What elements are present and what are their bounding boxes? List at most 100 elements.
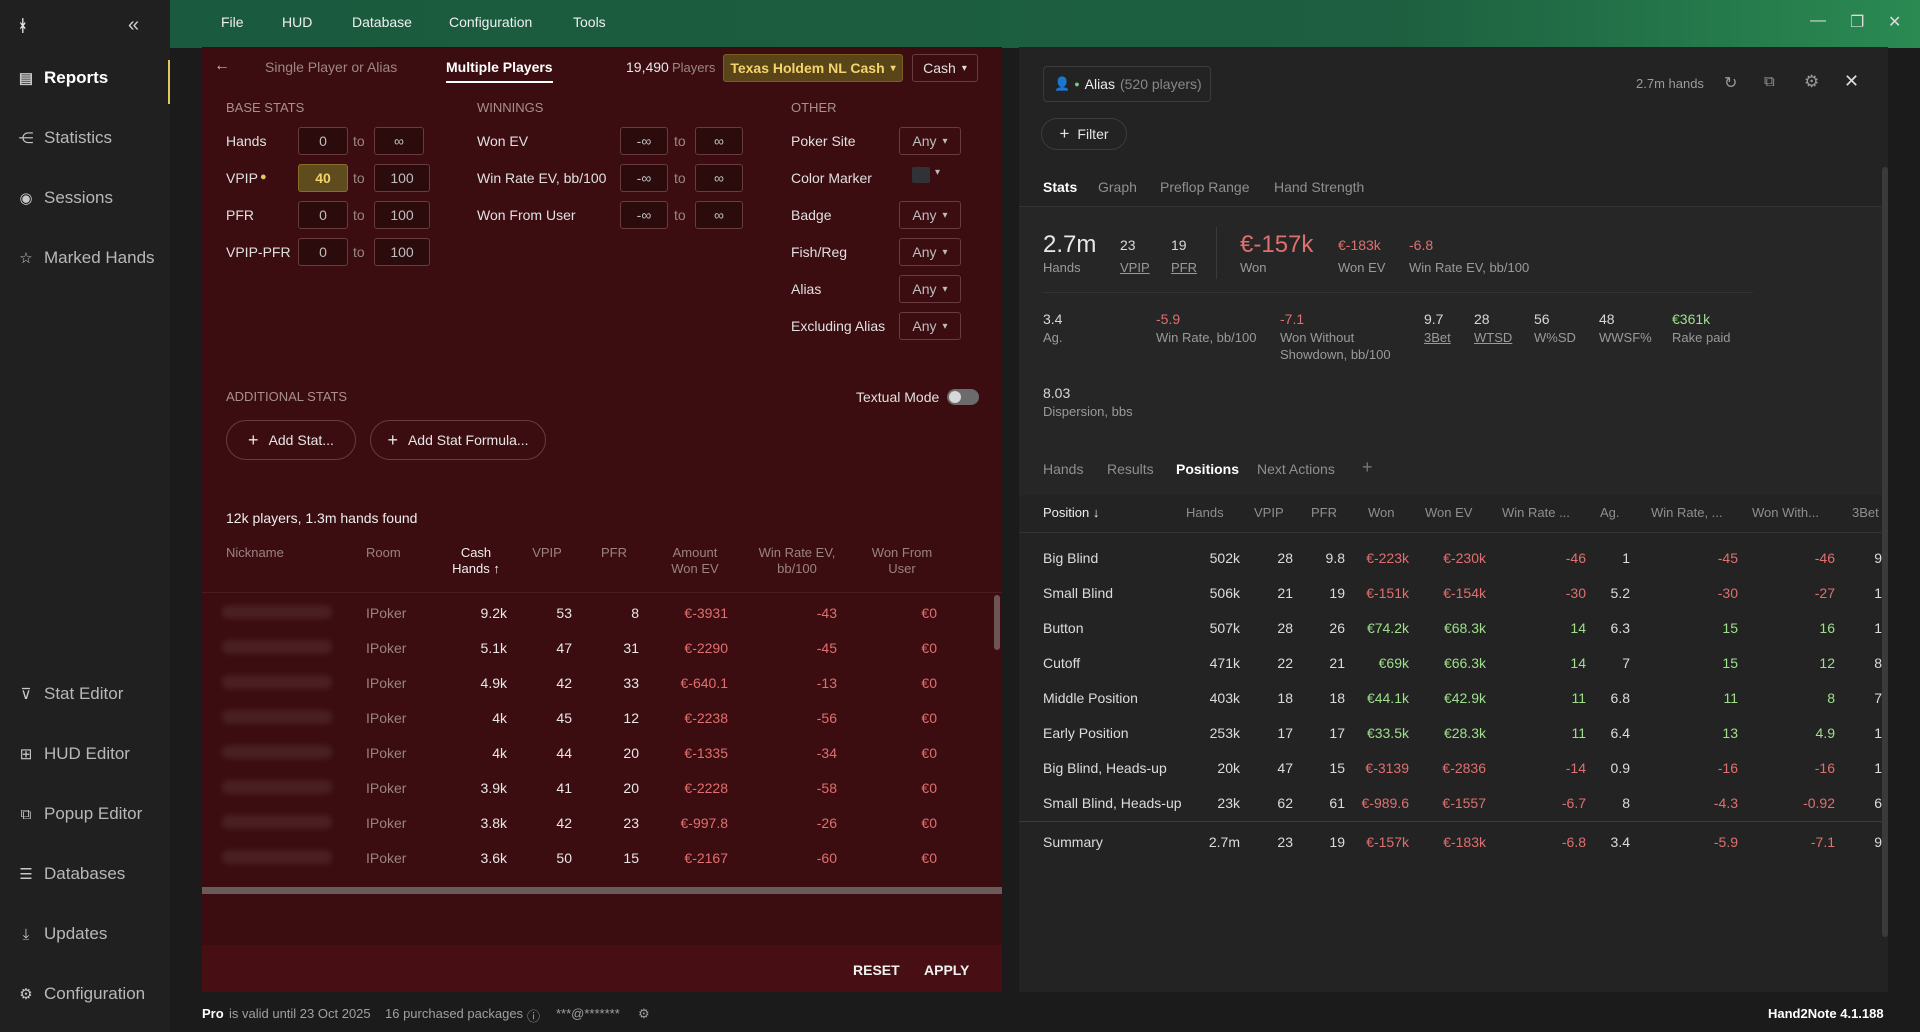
table-row[interactable]: IPoker 4.9k 42 33 €-640.1 -13 €0 <box>202 665 992 700</box>
col-room[interactable]: Room <box>366 545 401 560</box>
won-from-user-from-input[interactable]: -∞ <box>620 201 668 229</box>
apply-button[interactable]: APPLY <box>924 962 970 978</box>
type-select[interactable]: Cash ▾ <box>912 54 978 82</box>
game-select[interactable]: Texas Holdem NL Cash ▾ <box>723 54 903 82</box>
col-win-rate-ev[interactable]: Win Rate EV, bb/100 <box>758 545 836 576</box>
table-row[interactable]: IPoker 4k 44 20 €-1335 -34 €0 <box>202 735 992 770</box>
table-row[interactable]: IPoker 3.9k 41 20 €-2228 -58 €0 <box>202 770 992 805</box>
vpip-from-input[interactable]: 40 <box>298 164 348 192</box>
menu-file[interactable]: File <box>221 14 244 30</box>
col-cash-hands[interactable]: Cash Hands ↑ <box>452 545 500 576</box>
stat-pfr-caption[interactable]: PFR <box>1171 260 1197 275</box>
positions-row[interactable]: Button 507k 28 26 €74.2k €68.3k 14 6.3 15 16 1 <box>1019 610 1888 645</box>
positions-row[interactable]: Small Blind 506k 21 19 €-151k €-154k -30 5.2 -30… <box>1019 575 1888 610</box>
table-row[interactable]: IPoker 3.8k 42 23 €-997.8 -26 €0 <box>202 805 992 840</box>
sidebar-item-marked-hands[interactable]: ☆ Marked Hands <box>0 238 170 278</box>
poker-site-select[interactable]: Any ▾ <box>899 127 961 155</box>
stat-vpip-caption[interactable]: VPIP <box>1120 260 1150 275</box>
subtab-positions[interactable]: Positions <box>1176 461 1240 477</box>
textual-mode-toggle[interactable] <box>947 389 979 405</box>
back-arrow-icon[interactable]: ← <box>214 57 230 74</box>
tab-preflop-range[interactable]: Preflop Range <box>1160 179 1250 195</box>
positions-row[interactable]: Middle Position 403k 18 18 €44.1k €42.9k 11 6.8… <box>1019 680 1888 715</box>
horizontal-scrollbar[interactable] <box>202 887 1002 894</box>
vpip-pfr-from-input[interactable]: 0 <box>298 238 348 266</box>
refresh-icon[interactable]: ↻ <box>1724 75 1738 92</box>
win-rate-ev-to-input[interactable]: ∞ <box>695 164 743 192</box>
collapse-sidebar-icon[interactable]: « <box>128 14 140 36</box>
tab-hand-strength[interactable]: Hand Strength <box>1274 179 1365 195</box>
fish-reg-select[interactable]: Any ▾ <box>899 238 961 266</box>
menu-hud[interactable]: HUD <box>282 14 313 30</box>
won-ev-from-input[interactable]: -∞ <box>620 127 668 155</box>
vpip-pfr-to-input[interactable]: 100 <box>374 238 430 266</box>
hands-from-input[interactable]: 0 <box>298 127 348 155</box>
subtab-results[interactable]: Results <box>1107 461 1154 477</box>
tab-graph[interactable]: Graph <box>1098 179 1137 195</box>
col-vpip[interactable]: VPIP <box>532 545 562 560</box>
sidebar-item-stat-editor[interactable]: ⊽ Stat Editor <box>0 674 170 714</box>
vpip-to-input[interactable]: 100 <box>374 164 430 192</box>
positions-row[interactable]: Cutoff 471k 22 21 €69k €66.3k 14 7 15 12 8 <box>1019 645 1888 680</box>
sidebar-item-popup-editor[interactable]: ⧉ Popup Editor <box>0 794 170 834</box>
add-stat-formula-button[interactable]: + Add Stat Formula... <box>370 420 546 460</box>
settings-icon[interactable]: ⚙ <box>1804 72 1820 91</box>
col-pos-won-ev[interactable]: Won EV <box>1425 505 1473 520</box>
col-nickname[interactable]: Nickname <box>226 545 284 560</box>
reset-button[interactable]: RESET <box>853 962 900 978</box>
col-pos-won-without[interactable]: Won With... <box>1752 505 1819 520</box>
col-pos-pfr[interactable]: PFR <box>1311 505 1337 520</box>
stat-3bet-caption[interactable]: 3Bet <box>1424 330 1451 345</box>
win-rate-ev-from-input[interactable]: -∞ <box>620 164 668 192</box>
sidebar-item-configuration[interactable]: ⚙ Configuration <box>0 974 170 1014</box>
tab-multiple-players[interactable]: Multiple Players <box>446 59 553 83</box>
sidebar-item-databases[interactable]: ☰ Databases <box>0 854 170 894</box>
minimize-icon[interactable]: — <box>1810 12 1826 29</box>
excluding-alias-select[interactable]: Any ▾ <box>899 312 961 340</box>
table-scrollbar[interactable] <box>994 595 1000 650</box>
alias-select[interactable]: Any ▾ <box>899 275 961 303</box>
menu-configuration[interactable]: Configuration <box>449 14 533 30</box>
color-marker-swatch[interactable] <box>912 167 930 183</box>
sidebar-item-statistics[interactable]: ⋲ Statistics <box>0 118 170 158</box>
positions-row[interactable]: Big Blind, Heads-up 20k 47 15 €-3139 €-2836 -1… <box>1019 750 1888 785</box>
table-row[interactable]: IPoker 5.1k 47 31 €-2290 -45 €0 <box>202 630 992 665</box>
popout-icon[interactable]: ⧉ <box>1764 73 1775 90</box>
col-pos-hands[interactable]: Hands <box>1186 505 1224 520</box>
col-position[interactable]: Position ↓ <box>1043 505 1100 520</box>
badge-select[interactable]: Any ▾ <box>899 201 961 229</box>
stat-wtsd-caption[interactable]: WTSD <box>1474 330 1513 345</box>
alias-selector[interactable]: 👤 ● Alias (520 players) <box>1043 66 1211 102</box>
col-amount-won-ev[interactable]: Amount Won EV <box>671 545 719 576</box>
col-pos-3bet[interactable]: 3Bet <box>1852 505 1879 520</box>
pfr-to-input[interactable]: 100 <box>374 201 430 229</box>
subtab-hands[interactable]: Hands <box>1043 461 1084 477</box>
col-pos-vpip[interactable]: VPIP <box>1254 505 1284 520</box>
sidebar-item-reports[interactable]: ▤ Reports <box>0 58 170 104</box>
positions-summary-row[interactable]: Summary 2.7m 23 19 €-157k €-183k -6.8 3.4 -5.9 -7… <box>1019 821 1888 859</box>
won-from-user-to-input[interactable]: ∞ <box>695 201 743 229</box>
won-ev-to-input[interactable]: ∞ <box>695 127 743 155</box>
col-pos-ag[interactable]: Ag. <box>1600 505 1620 520</box>
col-won-from-user[interactable]: Won From User <box>871 545 933 576</box>
table-row[interactable]: IPoker 4k 45 12 €-2238 -56 €0 <box>202 700 992 735</box>
col-pos-won[interactable]: Won <box>1368 505 1395 520</box>
sidebar-item-sessions[interactable]: ◉ Sessions <box>0 178 170 218</box>
col-pfr[interactable]: PFR <box>601 545 627 560</box>
filter-button[interactable]: + Filter <box>1041 118 1127 150</box>
positions-row[interactable]: Small Blind, Heads-up 23k 62 61 €-989.6 €-155… <box>1019 785 1888 820</box>
panel-scrollbar[interactable] <box>1882 167 1888 937</box>
table-row[interactable]: IPoker 3.6k 50 15 €-2167 -60 €0 <box>202 840 992 875</box>
hands-to-input[interactable]: ∞ <box>374 127 424 155</box>
col-pos-win-rate-ev[interactable]: Win Rate ... <box>1502 505 1570 520</box>
col-pos-win-rate[interactable]: Win Rate, ... <box>1651 505 1723 520</box>
table-row[interactable]: IPoker 9.2k 53 8 €-3931 -43 €0 <box>202 595 992 630</box>
account-settings-icon[interactable]: ⚙ <box>638 1006 650 1021</box>
tab-stats[interactable]: Stats <box>1043 179 1078 195</box>
subtab-next-actions[interactable]: Next Actions <box>1257 461 1335 477</box>
chevron-down-icon[interactable]: ▾ <box>935 167 941 178</box>
positions-row[interactable]: Big Blind 502k 28 9.8 €-223k €-230k -46 1 -45 -46… <box>1019 540 1888 575</box>
menu-tools[interactable]: Tools <box>573 14 606 30</box>
sidebar-item-hud-editor[interactable]: ⊞ HUD Editor <box>0 734 170 774</box>
info-icon[interactable]: ⓘ <box>527 1009 541 1024</box>
